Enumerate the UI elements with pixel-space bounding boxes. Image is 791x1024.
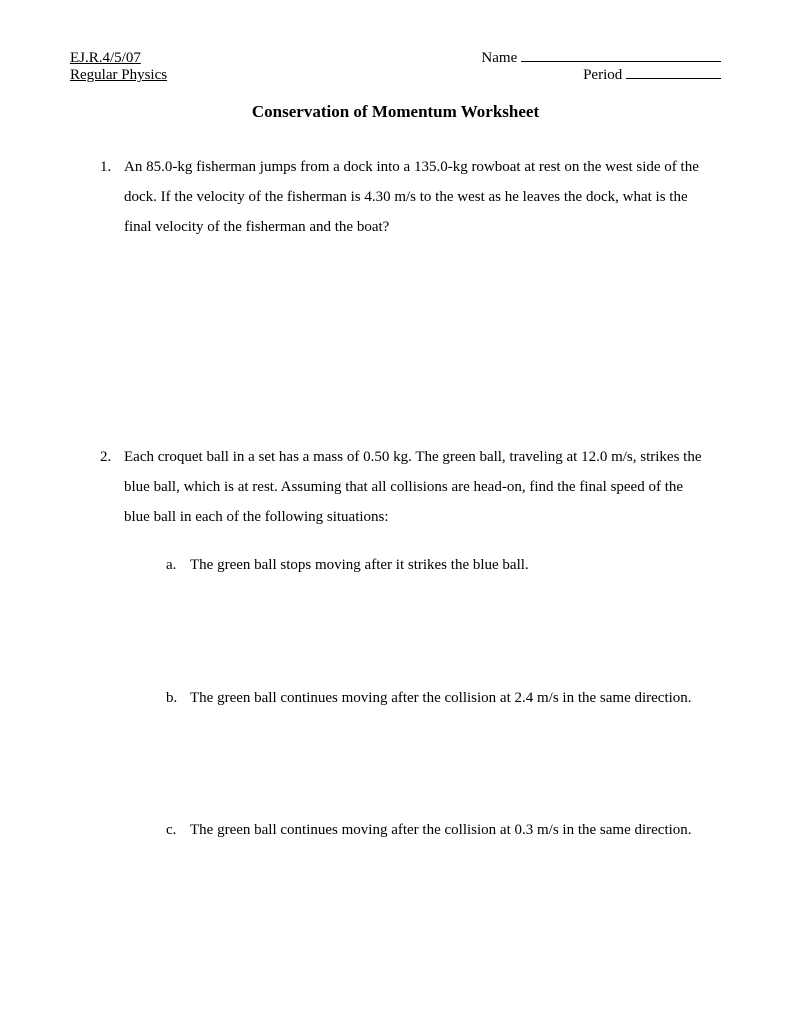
sub-letter: c. bbox=[166, 819, 190, 842]
workspace-gap bbox=[70, 577, 721, 687]
header-row-1: EJ.R.4/5/07 Name bbox=[70, 50, 721, 67]
period-blank[interactable] bbox=[626, 78, 721, 79]
name-blank[interactable] bbox=[521, 61, 721, 62]
question-number: 1. bbox=[100, 152, 124, 242]
question-2a: a. The green ball stops moving after it … bbox=[166, 554, 711, 577]
sub-text: The green ball stops moving after it str… bbox=[190, 554, 711, 577]
name-label: Name bbox=[481, 50, 517, 66]
sub-letter: b. bbox=[166, 687, 190, 710]
sub-letter: a. bbox=[166, 554, 190, 577]
question-text: An 85.0-kg fisherman jumps from a dock i… bbox=[124, 152, 711, 242]
question-2c: c. The green ball continues moving after… bbox=[166, 819, 711, 842]
worksheet-title: Conservation of Momentum Worksheet bbox=[70, 102, 721, 122]
period-label: Period bbox=[583, 67, 622, 83]
workspace-gap bbox=[70, 709, 721, 819]
workspace-gap bbox=[70, 242, 721, 442]
worksheet-page: EJ.R.4/5/07 Name Regular Physics Period … bbox=[0, 0, 791, 892]
period-field: Period bbox=[583, 67, 721, 84]
sub-text: The green ball continues moving after th… bbox=[190, 819, 711, 842]
course-name: Regular Physics bbox=[70, 67, 167, 84]
question-number: 2. bbox=[100, 442, 124, 532]
question-text: Each croquet ball in a set has a mass of… bbox=[124, 442, 711, 532]
spacer bbox=[70, 532, 721, 554]
header-row-2: Regular Physics Period bbox=[70, 67, 721, 84]
question-2: 2. Each croquet ball in a set has a mass… bbox=[100, 442, 711, 532]
sub-text: The green ball continues moving after th… bbox=[190, 687, 711, 710]
question-2b: b. The green ball continues moving after… bbox=[166, 687, 711, 710]
question-1: 1. An 85.0-kg fisherman jumps from a doc… bbox=[100, 152, 711, 242]
header-code: EJ.R.4/5/07 bbox=[70, 50, 141, 67]
name-field: Name bbox=[481, 50, 721, 67]
